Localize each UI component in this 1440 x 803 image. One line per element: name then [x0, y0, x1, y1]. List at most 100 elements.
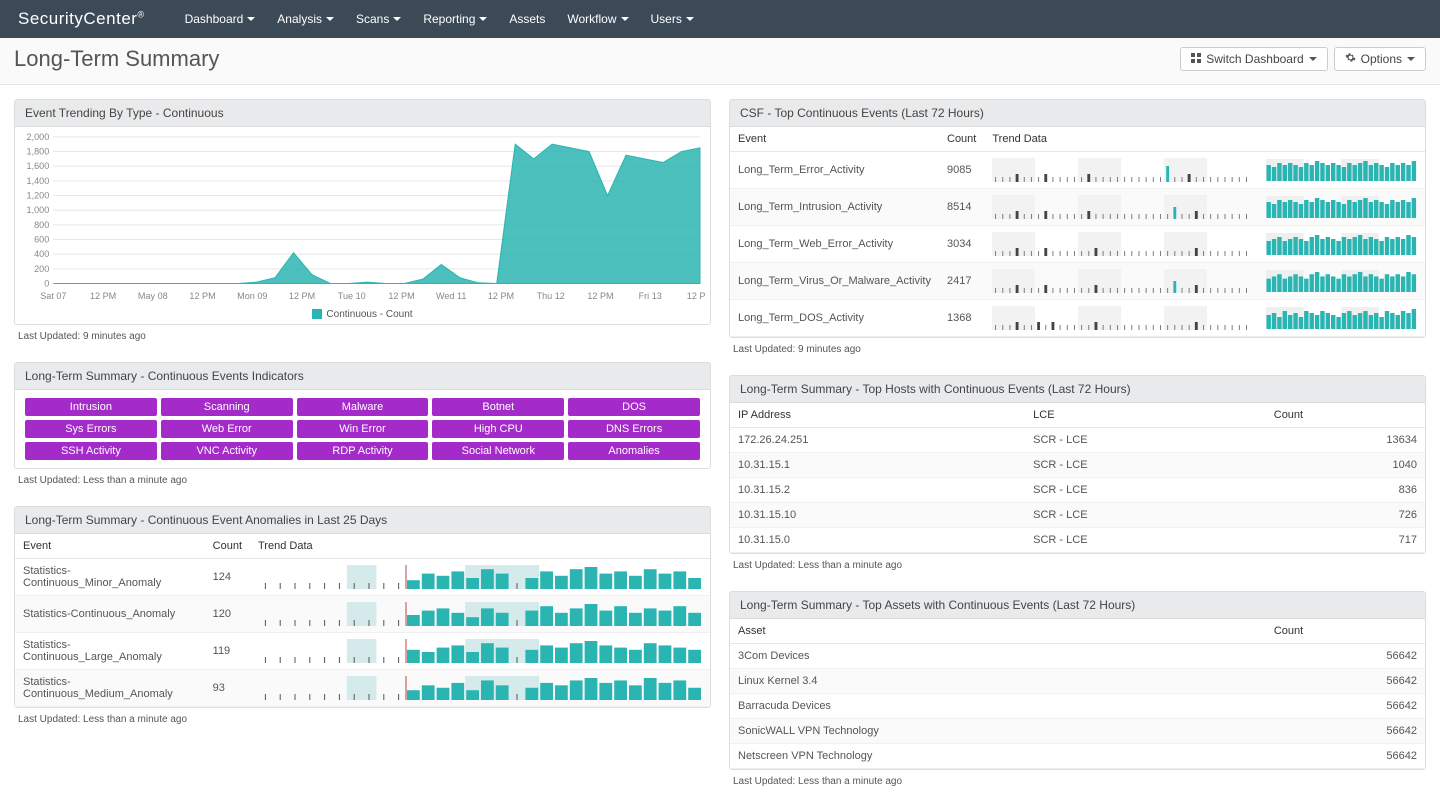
- table-row[interactable]: 3Com Devices56642: [730, 644, 1425, 669]
- nav-item-workflow[interactable]: Workflow: [567, 12, 628, 26]
- cell-ip: 10.31.15.0: [730, 528, 1025, 553]
- cell-asset: Netscreen VPN Technology: [730, 744, 1266, 769]
- indicator-grid: IntrusionScanningMalwareBotnetDOS Sys Err…: [15, 390, 710, 468]
- indicator-win-error[interactable]: Win Error: [297, 420, 429, 438]
- chevron-down-icon: [686, 17, 694, 21]
- panel-csf-wrap: CSF - Top Continuous Events (Last 72 Hou…: [729, 99, 1426, 357]
- panel-header: Long-Term Summary - Continuous Events In…: [15, 363, 710, 390]
- indicator-high-cpu[interactable]: High CPU: [432, 420, 564, 438]
- cell-trend-ticks: [984, 152, 1258, 189]
- table-row[interactable]: Statistics-Continuous_Minor_Anomaly124: [15, 559, 710, 596]
- col-event: Event: [15, 534, 205, 559]
- indicator-social-network[interactable]: Social Network: [432, 442, 564, 460]
- table-row[interactable]: Long_Term_Intrusion_Activity8514: [730, 189, 1425, 226]
- cell-trend-ticks: [984, 300, 1258, 337]
- indicator-dos[interactable]: DOS: [568, 398, 700, 416]
- svg-text:12 PM: 12 PM: [587, 291, 613, 301]
- options-button[interactable]: Options: [1334, 47, 1426, 71]
- switch-dashboard-button[interactable]: Switch Dashboard: [1180, 47, 1327, 71]
- cell-ip: 10.31.15.2: [730, 478, 1025, 503]
- last-updated: Last Updated: 9 minutes ago: [14, 325, 711, 344]
- panel-top-assets: Long-Term Summary - Top Assets with Cont…: [729, 591, 1426, 770]
- indicator-dns-errors[interactable]: DNS Errors: [568, 420, 700, 438]
- table-row[interactable]: 10.31.15.1SCR - LCE1040: [730, 453, 1425, 478]
- last-updated: Last Updated: Less than a minute ago: [729, 554, 1426, 573]
- nav-item-users[interactable]: Users: [651, 12, 694, 26]
- anomalies-table: Event Count Trend Data Statistics-Contin…: [15, 534, 710, 707]
- nav-item-dashboard[interactable]: Dashboard: [185, 12, 256, 26]
- chevron-down-icon: [479, 17, 487, 21]
- table-row[interactable]: Netscreen VPN Technology56642: [730, 744, 1425, 769]
- cell-trend: [250, 596, 710, 633]
- area-chart: 02004006008001,0001,2001,4001,6001,8002,…: [15, 127, 710, 307]
- top-hosts-table: IP Address LCE Count 172.26.24.251SCR - …: [730, 403, 1425, 553]
- cell-count: 93: [205, 670, 250, 707]
- panel-trend-chart-wrap: Event Trending By Type - Continuous 0200…: [14, 99, 711, 344]
- indicator-sys-errors[interactable]: Sys Errors: [25, 420, 157, 438]
- nav-item-scans[interactable]: Scans: [356, 12, 401, 26]
- table-row[interactable]: 10.31.15.10SCR - LCE726: [730, 503, 1425, 528]
- table-row[interactable]: Long_Term_Virus_Or_Malware_Activity2417: [730, 263, 1425, 300]
- indicator-web-error[interactable]: Web Error: [161, 420, 293, 438]
- panel-header: Long-Term Summary - Top Hosts with Conti…: [730, 376, 1425, 403]
- table-row[interactable]: Linux Kernel 3.456642: [730, 669, 1425, 694]
- svg-text:400: 400: [34, 249, 49, 259]
- indicator-scanning[interactable]: Scanning: [161, 398, 293, 416]
- gear-icon: [1345, 52, 1356, 66]
- panel-header: CSF - Top Continuous Events (Last 72 Hou…: [730, 100, 1425, 127]
- cell-lce: SCR - LCE: [1025, 503, 1266, 528]
- cell-lce: SCR - LCE: [1025, 428, 1266, 453]
- table-row[interactable]: 10.31.15.0SCR - LCE717: [730, 528, 1425, 553]
- table-row[interactable]: SonicWALL VPN Technology56642: [730, 719, 1425, 744]
- table-row[interactable]: Statistics-Continuous_Large_Anomaly119: [15, 633, 710, 670]
- legend-label: Continuous - Count: [326, 309, 412, 320]
- table-row[interactable]: 10.31.15.2SCR - LCE836: [730, 478, 1425, 503]
- panel-top-hosts-wrap: Long-Term Summary - Top Hosts with Conti…: [729, 375, 1426, 573]
- panel-header: Long-Term Summary - Top Assets with Cont…: [730, 592, 1425, 619]
- svg-text:2,000: 2,000: [27, 132, 50, 142]
- indicator-intrusion[interactable]: Intrusion: [25, 398, 157, 416]
- indicator-malware[interactable]: Malware: [297, 398, 429, 416]
- cell-lce: SCR - LCE: [1025, 528, 1266, 553]
- table-row[interactable]: Long_Term_Error_Activity9085: [730, 152, 1425, 189]
- col-trend: Trend Data: [250, 534, 710, 559]
- cell-count: 56642: [1266, 719, 1425, 744]
- panel-anomalies-wrap: Long-Term Summary - Continuous Event Ano…: [14, 506, 711, 727]
- options-label: Options: [1361, 52, 1402, 66]
- cell-trend-bars: [1258, 152, 1425, 189]
- table-row[interactable]: Barracuda Devices56642: [730, 694, 1425, 719]
- table-row[interactable]: Statistics-Continuous_Medium_Anomaly93: [15, 670, 710, 707]
- nav-item-analysis[interactable]: Analysis: [277, 12, 334, 26]
- panel-trend-chart: Event Trending By Type - Continuous 0200…: [14, 99, 711, 325]
- col-count: Count: [1266, 619, 1425, 644]
- cell-event: Long_Term_Intrusion_Activity: [730, 189, 939, 226]
- table-row[interactable]: 172.26.24.251SCR - LCE13634: [730, 428, 1425, 453]
- svg-text:200: 200: [34, 264, 49, 274]
- cell-trend: [250, 633, 710, 670]
- table-row[interactable]: Long_Term_DOS_Activity1368: [730, 300, 1425, 337]
- cell-trend: [250, 559, 710, 596]
- svg-text:Wed 11: Wed 11: [436, 291, 466, 301]
- nav-item-assets[interactable]: Assets: [509, 12, 545, 26]
- indicator-rdp-activity[interactable]: RDP Activity: [297, 442, 429, 460]
- cell-event: Statistics-Continuous_Medium_Anomaly: [15, 670, 205, 707]
- cell-event: Long_Term_Virus_Or_Malware_Activity: [730, 263, 939, 300]
- nav-item-reporting[interactable]: Reporting: [423, 12, 487, 26]
- svg-text:Fri 13: Fri 13: [639, 291, 662, 301]
- indicator-ssh-activity[interactable]: SSH Activity: [25, 442, 157, 460]
- table-row[interactable]: Statistics-Continuous_Anomaly120: [15, 596, 710, 633]
- panel-header: Event Trending By Type - Continuous: [15, 100, 710, 127]
- table-row[interactable]: Long_Term_Web_Error_Activity3034: [730, 226, 1425, 263]
- indicator-botnet[interactable]: Botnet: [432, 398, 564, 416]
- cell-count: 56642: [1266, 644, 1425, 669]
- col-count: Count: [205, 534, 250, 559]
- grid-icon: [1191, 52, 1201, 66]
- indicator-vnc-activity[interactable]: VNC Activity: [161, 442, 293, 460]
- chevron-down-icon: [247, 17, 255, 21]
- col-count: Count: [1266, 403, 1425, 428]
- chevron-down-icon: [393, 17, 401, 21]
- indicator-anomalies[interactable]: Anomalies: [568, 442, 700, 460]
- svg-text:May 08: May 08: [138, 291, 168, 301]
- chevron-down-icon: [1407, 57, 1415, 61]
- svg-text:12 PM: 12 PM: [488, 291, 514, 301]
